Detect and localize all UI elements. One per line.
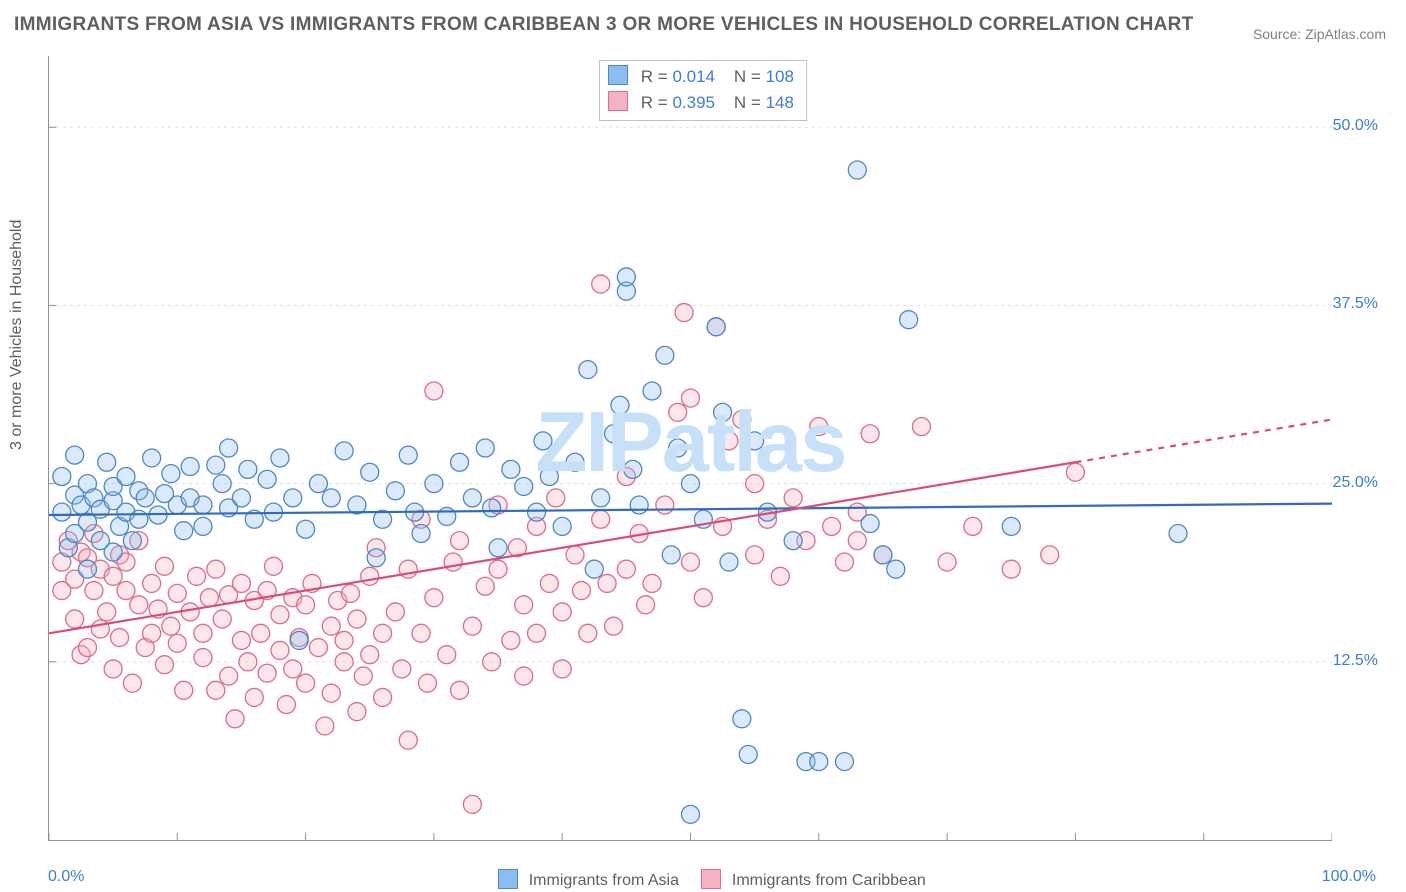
y-tick-label: 50.0%	[1333, 117, 1378, 135]
swatch-asia-icon	[608, 65, 628, 85]
chart-svg	[49, 56, 1332, 840]
swatch-caribbean-icon	[608, 91, 628, 111]
r-label: R =	[641, 67, 668, 86]
n-value-asia: 108	[766, 67, 794, 86]
n-value-caribbean: 148	[766, 93, 794, 112]
legend-row-asia: R = 0.014 N = 108	[608, 64, 794, 90]
swatch-caribbean-icon	[701, 869, 721, 889]
y-tick-label: 25.0%	[1333, 474, 1378, 492]
y-axis-label: 3 or more Vehicles in Household	[8, 220, 26, 450]
swatch-asia-icon	[498, 869, 518, 889]
y-tick-label: 12.5%	[1333, 652, 1378, 670]
y-tick-label: 37.5%	[1333, 295, 1378, 313]
r-value-caribbean: 0.395	[672, 93, 715, 112]
plot-area: ZIPatlas	[48, 56, 1332, 841]
n-label: N =	[734, 67, 761, 86]
chart-title: IMMIGRANTS FROM ASIA VS IMMIGRANTS FROM …	[14, 14, 1194, 36]
series-legend: Immigrants from Asia Immigrants from Car…	[0, 869, 1406, 890]
legend-label-asia: Immigrants from Asia	[529, 872, 679, 889]
correlation-legend: R = 0.014 N = 108 R = 0.395 N = 148	[599, 60, 807, 121]
source-attribution: Source: ZipAtlas.com	[1253, 26, 1386, 42]
legend-row-caribbean: R = 0.395 N = 148	[608, 90, 794, 116]
legend-label-caribbean: Immigrants from Caribbean	[732, 872, 926, 889]
r-label: R =	[641, 93, 668, 112]
r-value-asia: 0.014	[672, 67, 715, 86]
n-label: N =	[734, 93, 761, 112]
